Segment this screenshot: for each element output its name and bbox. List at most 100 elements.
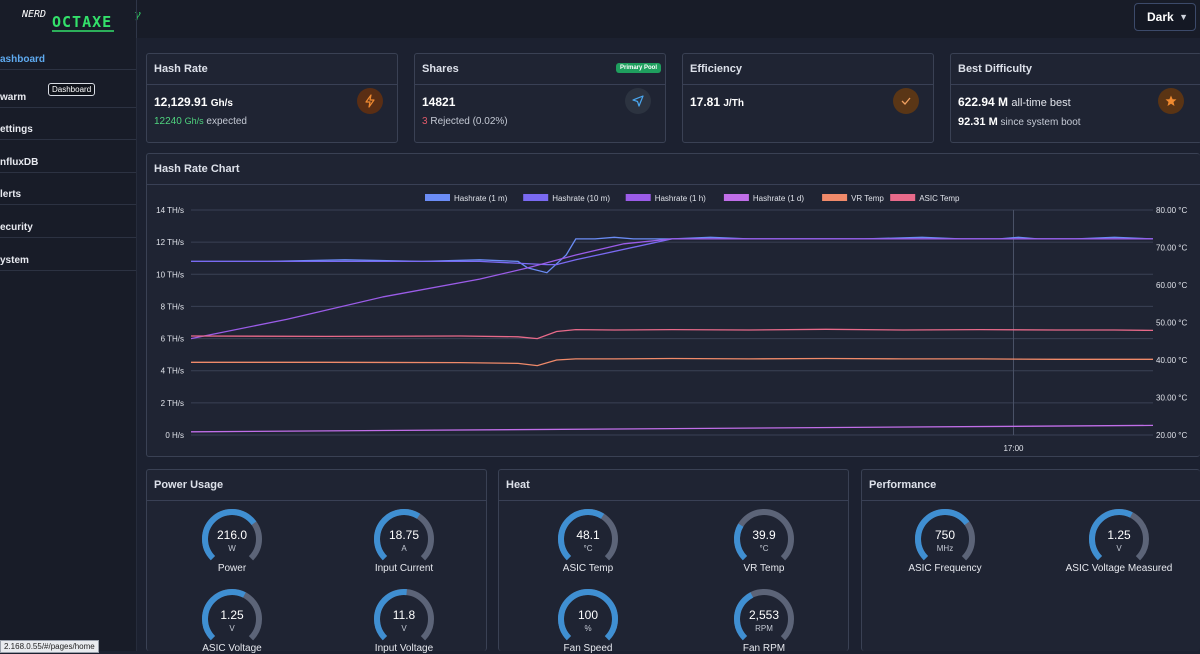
since-boot-value: 92.31 M <box>958 116 998 128</box>
power-usage-panel: Power Usage 216.0 W Power 18.75 A Input Curre… <box>146 469 487 654</box>
hashrate-card: Hash Rate 12,129.91 Gh/s 12240 Gh/s expe… <box>146 53 398 143</box>
gauge-value: 11.8 <box>393 608 416 622</box>
legend-swatch[interactable] <box>822 194 848 201</box>
rejected-count: 3 <box>422 116 428 127</box>
hashrate-number: 12,129.91 <box>154 95 208 109</box>
card-divider <box>499 500 848 501</box>
best-number: 622.94 M <box>958 95 1009 109</box>
gauge-label: Power <box>217 563 247 574</box>
nerd-octaxe-logo[interactable]: NERD OCTAXE γ <box>22 4 152 34</box>
y-right-tick-label: 50.00 °C <box>1156 319 1187 328</box>
y-left-tick-label: 2 TH/s <box>161 399 184 408</box>
gauge-unit: RPM <box>755 624 773 633</box>
svg-text:OCTAXE: OCTAXE <box>52 13 112 31</box>
gauge-fill <box>374 509 435 569</box>
rejected-pct: (0.02%) <box>472 116 508 127</box>
y-right-tick-label: 30.00 °C <box>1156 394 1187 403</box>
sidebar-item-label: lerts <box>0 189 22 200</box>
gauge-label: Fan Speed <box>563 643 613 654</box>
x-tick-label: 17:00 <box>1003 444 1024 453</box>
legend-label[interactable]: ASIC Temp <box>919 194 960 203</box>
y-left-tick-label: 12 TH/s <box>156 238 184 247</box>
panel-title: Heat <box>506 479 530 491</box>
sidebar-item-label: nfluxDB <box>0 157 39 168</box>
rejected-text: Rejected <box>430 116 470 127</box>
gauge-label: Input Current <box>374 563 434 574</box>
shares-card: Shares Primary Pool 14821 3 Rejected (0.… <box>414 53 666 143</box>
gauge-unit: °C <box>760 544 769 553</box>
gauge: 11.8 V <box>374 589 435 649</box>
gauge-unit: % <box>584 624 591 633</box>
efficiency-value: 17.81 J/Th <box>690 95 744 109</box>
sidebar-item-system[interactable]: ystem <box>0 239 136 271</box>
card-divider <box>147 184 1200 185</box>
gauge: 18.75 A <box>374 509 435 569</box>
gauge: 1.25 V <box>202 589 263 649</box>
sidebar-item-label: ashboard <box>0 54 46 65</box>
hashrate-value: 12,129.91 Gh/s <box>154 95 233 109</box>
sidebar-item-influxdb[interactable]: nfluxDB <box>0 141 136 173</box>
svg-text:γ: γ <box>134 8 141 21</box>
gauge-value: 48.1 <box>576 528 600 542</box>
gauge-fill <box>558 509 618 569</box>
shares-rejected: 3 Rejected (0.02%) <box>422 116 508 127</box>
legend-label[interactable]: VR Temp <box>851 194 884 203</box>
sidebar-item-alerts[interactable]: lerts <box>0 173 136 205</box>
shares-value: 14821 <box>422 95 456 109</box>
status-bar-url: 2.168.0.55/#/pages/home <box>0 640 99 653</box>
sidebar-item-label: warm <box>0 92 27 103</box>
best-suffix: all-time best <box>1011 97 1071 109</box>
theme-select[interactable]: Dark ▼ <box>1134 3 1196 31</box>
card-divider <box>683 84 933 85</box>
y-left-tick-label: 14 TH/s <box>156 206 184 215</box>
top-bar: NERD OCTAXE γ Dark ▼ <box>0 0 1200 38</box>
sidebar-item-swarm[interactable]: warm <box>0 76 136 108</box>
gauge: 48.1 °C <box>558 509 618 569</box>
gauge-label: ASIC Voltage <box>202 643 262 654</box>
legend-swatch[interactable] <box>425 194 450 201</box>
efficiency-card: Efficiency 17.81 J/Th <box>682 53 934 143</box>
series-line <box>190 238 1153 340</box>
y-left-tick-label: 8 TH/s <box>161 302 184 311</box>
gauge-unit: V <box>401 624 407 633</box>
panel-title: Performance <box>869 479 937 491</box>
card-divider <box>862 500 1200 501</box>
gauge-value: 1.25 <box>220 608 244 622</box>
gauge-value: 100 <box>578 608 598 622</box>
since-boot-text: since system boot <box>1000 117 1081 128</box>
gauge: 100% <box>558 589 618 649</box>
legend-label[interactable]: Hashrate (1 m) <box>454 194 508 203</box>
theme-select-value: Dark <box>1147 10 1174 24</box>
gauge-unit: V <box>229 624 235 633</box>
series-line <box>190 328 1154 340</box>
top-divider <box>136 0 137 38</box>
legend-swatch[interactable] <box>625 194 651 201</box>
chart-title: Hash Rate Chart <box>154 163 240 175</box>
y-right-tick-label: 20.00 °C <box>1156 431 1187 440</box>
legend-swatch[interactable] <box>890 194 916 201</box>
series-line <box>191 236 1154 274</box>
gauge: 2,553 RPM <box>734 589 794 649</box>
legend-label[interactable]: Hashrate (1 d) <box>753 194 804 203</box>
series-line <box>190 424 1154 433</box>
tooltip: Dashboard <box>48 83 96 96</box>
legend-label[interactable]: Hashrate (10 m) <box>552 194 610 203</box>
gauge-value: 39.9 <box>752 528 776 542</box>
send-icon <box>625 88 651 114</box>
gauge-fill <box>1089 509 1149 569</box>
gauge-unit: MHz <box>937 544 953 553</box>
y-left-tick-label: 4 TH/s <box>161 367 184 376</box>
legend-swatch[interactable] <box>523 194 549 201</box>
gauge-value: 216.0 <box>217 528 247 542</box>
sidebar-item-security[interactable]: ecurity <box>0 206 136 238</box>
legend-label[interactable]: Hashrate (1 h) <box>655 194 706 203</box>
gauge-unit: °C <box>584 544 593 553</box>
sidebar-item-settings[interactable]: ettings <box>0 108 136 140</box>
lightning-icon <box>357 88 383 114</box>
sidebar-item-dashboard[interactable]: ashboard <box>0 38 136 70</box>
series-line <box>191 357 1153 367</box>
hashrate-chart[interactable]: Hashrate (1 m) Hashrate (10 m) Hashrate (1… <box>147 154 1200 458</box>
gauge-fill <box>202 589 263 649</box>
legend-swatch[interactable] <box>723 194 749 201</box>
gauge-label: ASIC Temp <box>562 563 614 574</box>
